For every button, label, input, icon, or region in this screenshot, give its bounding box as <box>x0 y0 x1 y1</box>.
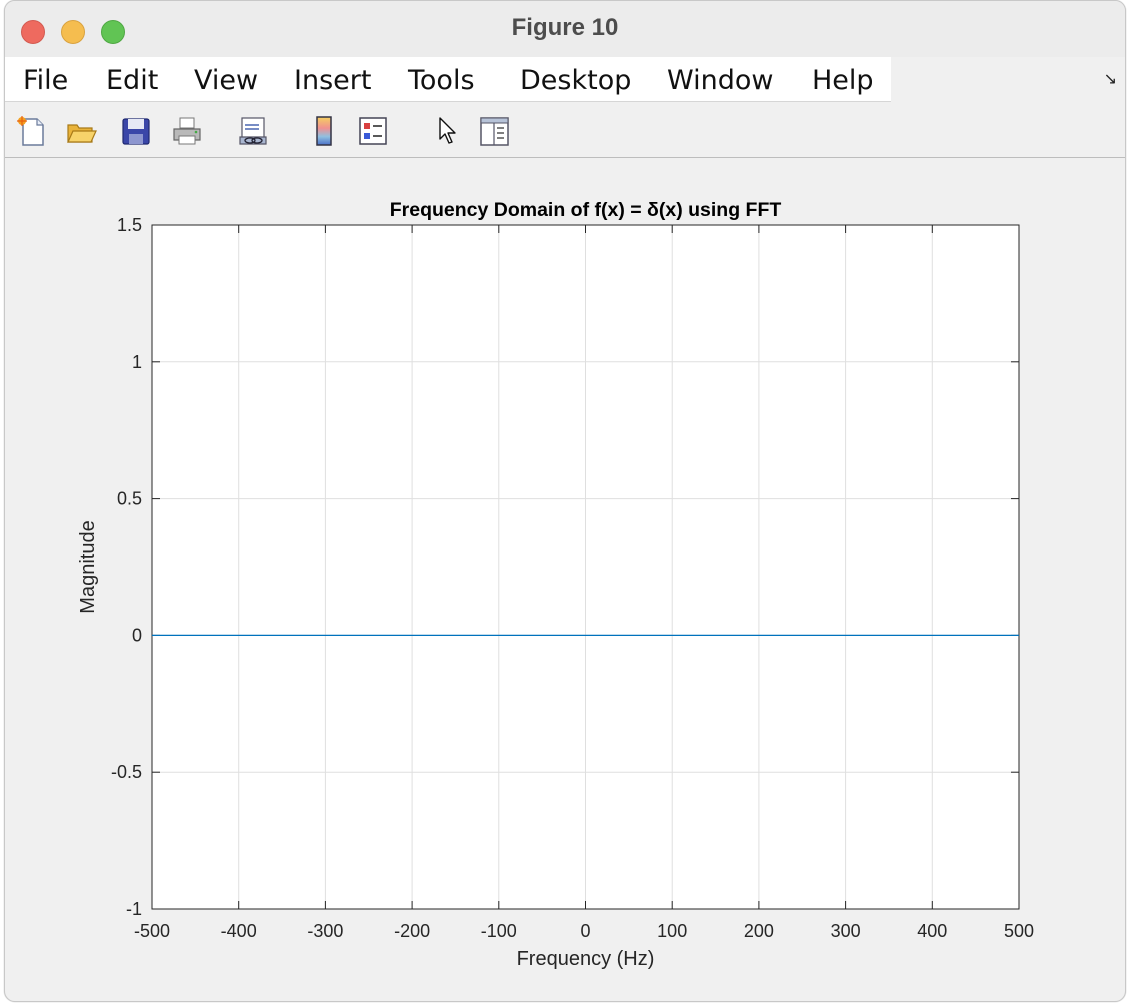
x-tick-label: 200 <box>744 921 774 941</box>
dock-arrow-icon[interactable]: ↘ <box>1103 71 1117 88</box>
x-tick-label: 100 <box>657 921 687 941</box>
x-tick-label: 500 <box>1004 921 1034 941</box>
close-button[interactable] <box>21 20 45 44</box>
property-inspector-icon[interactable] <box>478 115 510 147</box>
x-tick-label: -300 <box>307 921 343 941</box>
menu-window[interactable]: Window <box>667 65 774 96</box>
ticks: -500 -400 -300 -200 -100 0 100 200 300 400 500 -1 -0… <box>111 215 1034 941</box>
figure-window[interactable]: Figure 10 File Edit View Insert Tools De… <box>4 0 1126 1002</box>
y-axis-label: Magnitude <box>77 520 99 613</box>
link-plot-icon[interactable] <box>237 115 269 147</box>
menu-tools[interactable]: Tools <box>408 65 475 96</box>
menu-desktop[interactable]: Desktop <box>520 65 632 96</box>
y-tick-label: 0 <box>132 625 142 645</box>
menu-file[interactable]: File <box>23 65 69 96</box>
new-figure-icon[interactable] <box>15 115 47 147</box>
open-file-icon[interactable] <box>65 115 97 147</box>
x-tick-label: -400 <box>221 921 257 941</box>
menu-insert[interactable]: Insert <box>294 65 372 96</box>
figure-canvas[interactable]: -500 -400 -300 -200 -100 0 100 200 300 400 500 -1 -0… <box>5 158 1125 1001</box>
menu-edit[interactable]: Edit <box>106 65 159 96</box>
window-title: Figure 10 <box>511 14 619 41</box>
minimize-button[interactable] <box>61 20 85 44</box>
menu-view[interactable]: View <box>194 65 259 96</box>
y-tick-label: -0.5 <box>111 762 142 782</box>
print-icon[interactable] <box>171 115 203 147</box>
x-axis-label: Frequency (Hz) <box>517 948 655 970</box>
colorbar-icon[interactable] <box>308 115 340 147</box>
save-icon[interactable] <box>120 115 152 147</box>
chart-title: Frequency Domain of f(x) = δ(x) using FF… <box>390 199 782 221</box>
menu-bar: File Edit View Insert Tools Desktop Wind… <box>5 57 891 102</box>
chart[interactable]: -500 -400 -300 -200 -100 0 100 200 300 400 500 -1 -0… <box>5 158 1125 1001</box>
x-tick-label: 0 <box>580 921 590 941</box>
y-tick-label: 0.5 <box>117 489 142 509</box>
x-tick-label: -500 <box>134 921 170 941</box>
toolbar <box>5 103 1125 158</box>
menu-help[interactable]: Help <box>812 65 874 96</box>
y-tick-label: 1 <box>132 352 142 372</box>
x-tick-label: -200 <box>394 921 430 941</box>
x-tick-label: 400 <box>917 921 947 941</box>
y-tick-label: -1 <box>126 899 142 919</box>
pointer-icon[interactable] <box>432 115 464 147</box>
y-tick-label: 1.5 <box>117 215 142 235</box>
title-bar[interactable]: Figure 10 <box>5 1 1125 57</box>
maximize-button[interactable] <box>101 20 125 44</box>
legend-icon[interactable] <box>357 115 389 147</box>
x-tick-label: -100 <box>481 921 517 941</box>
x-tick-label: 300 <box>831 921 861 941</box>
